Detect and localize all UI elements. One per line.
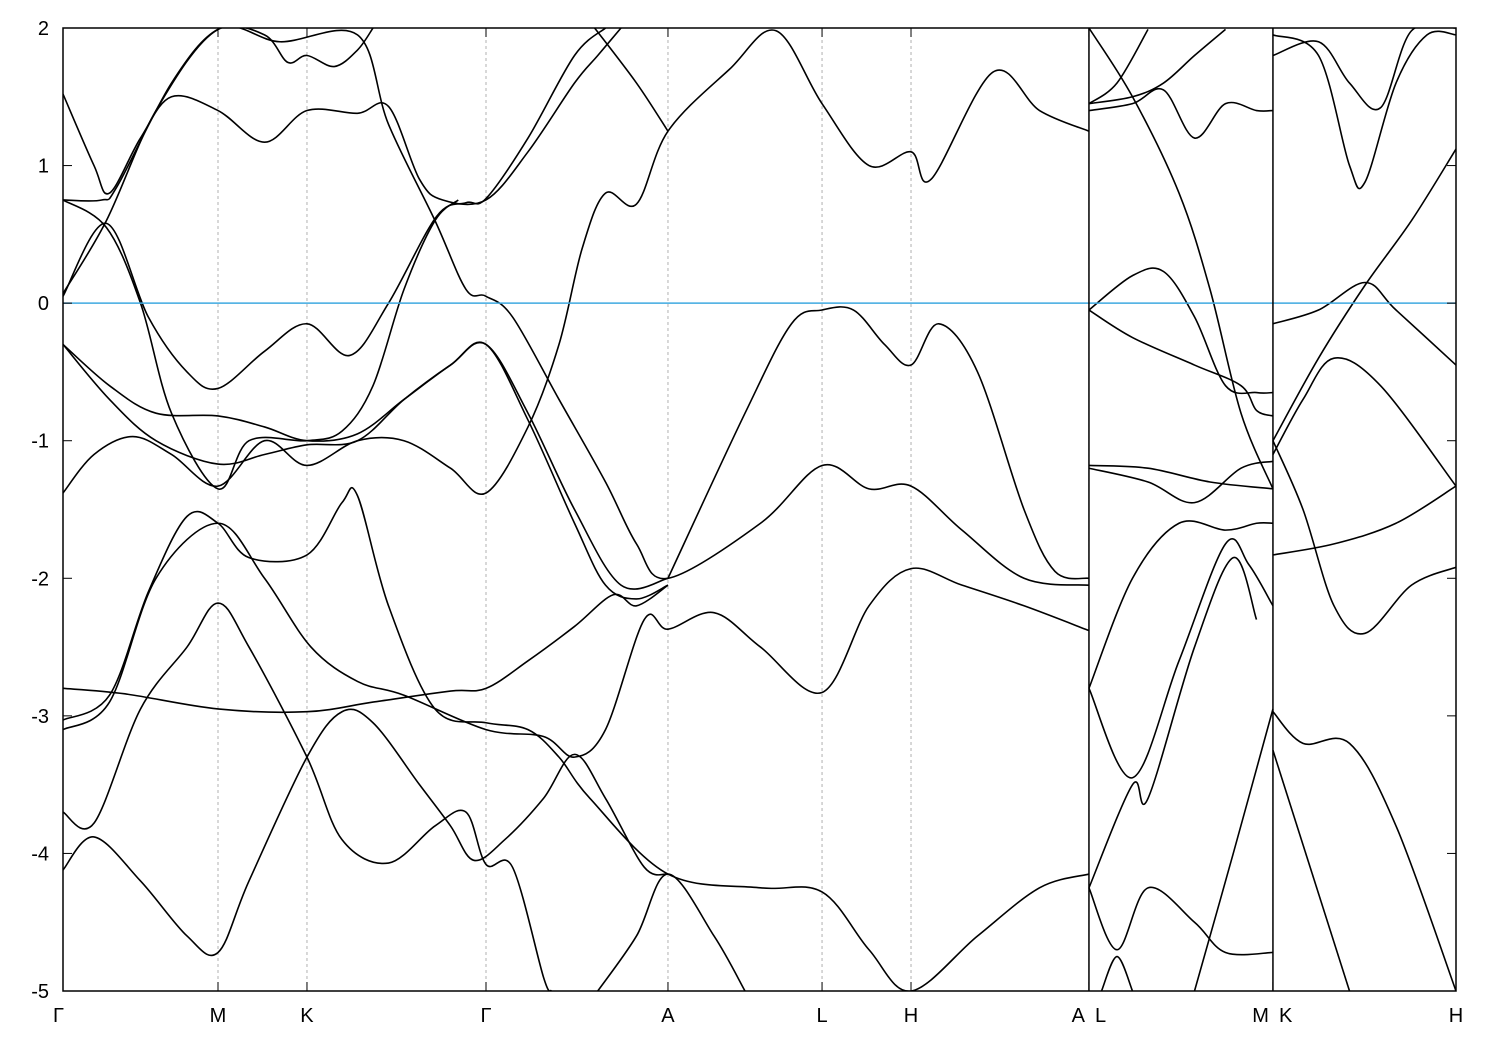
x-tick-label: A <box>661 1005 675 1027</box>
band-line <box>63 341 669 590</box>
y-tick-label: -5 <box>31 981 49 1003</box>
x-tick-label: M <box>210 1005 227 1027</box>
band-line <box>1088 886 1273 956</box>
y-axis: -5 -4 -3 -2 -1 0 1 2 <box>31 18 1456 1003</box>
y-tick-label: 1 <box>38 156 49 178</box>
band-line <box>1088 556 1258 889</box>
path-breaks <box>1088 28 1274 991</box>
x-tick-label: K <box>300 1005 314 1027</box>
band-line <box>667 306 1090 580</box>
band-line <box>1193 708 1274 991</box>
band-line <box>1272 30 1456 190</box>
plot-frame <box>62 27 1457 992</box>
x-tick-label: H <box>904 1005 918 1027</box>
band-line <box>1272 440 1456 635</box>
band-line <box>1272 148 1456 442</box>
y-tick-label: -3 <box>31 706 49 728</box>
band-line <box>63 28 607 391</box>
x-tick-label: K <box>1279 1005 1293 1027</box>
band-line <box>1272 485 1456 556</box>
band-line <box>63 28 622 206</box>
band-line <box>1272 711 1456 991</box>
band-line <box>1088 28 1149 105</box>
band-line <box>1100 955 1134 991</box>
band-line <box>1088 520 1273 689</box>
band-line <box>1088 460 1274 504</box>
x-tick-label: L <box>816 1005 827 1027</box>
band-line <box>63 602 552 991</box>
band-line <box>1272 750 1351 991</box>
y-tick-label: -2 <box>31 568 49 590</box>
y-tick-label: 2 <box>38 18 49 40</box>
y-tick-label: -1 <box>31 431 49 453</box>
x-tick-label: Γ <box>480 1005 491 1027</box>
bands <box>63 28 1456 991</box>
band-line <box>63 29 1090 496</box>
band-line <box>1272 28 1456 111</box>
band-line <box>1088 309 1274 417</box>
x-tick-label: Γ <box>53 1005 64 1027</box>
x-tick-label: H <box>1449 1005 1463 1027</box>
band-line <box>1088 464 1274 490</box>
band-line <box>594 28 669 132</box>
band-line <box>597 873 746 991</box>
band-line <box>63 341 669 600</box>
band-line <box>63 708 669 957</box>
band-line <box>63 199 459 490</box>
band-line <box>1088 538 1274 779</box>
band-line <box>63 486 1090 991</box>
band-line <box>63 584 669 714</box>
x-tick-label: A <box>1072 1005 1086 1027</box>
band-line <box>63 28 374 202</box>
band-line <box>63 522 1090 758</box>
y-tick-label: -4 <box>31 843 49 865</box>
band-line <box>1272 281 1456 366</box>
band-line <box>1088 87 1273 139</box>
band-line <box>1088 28 1274 490</box>
y-tick-label: 0 <box>38 293 49 315</box>
grid-lines <box>217 28 1274 991</box>
x-tick-label: M <box>1252 1005 1269 1027</box>
band-line <box>1272 357 1456 487</box>
band-line <box>1088 28 1227 105</box>
x-tick-label: L <box>1095 1005 1106 1027</box>
band-line <box>1088 267 1273 395</box>
